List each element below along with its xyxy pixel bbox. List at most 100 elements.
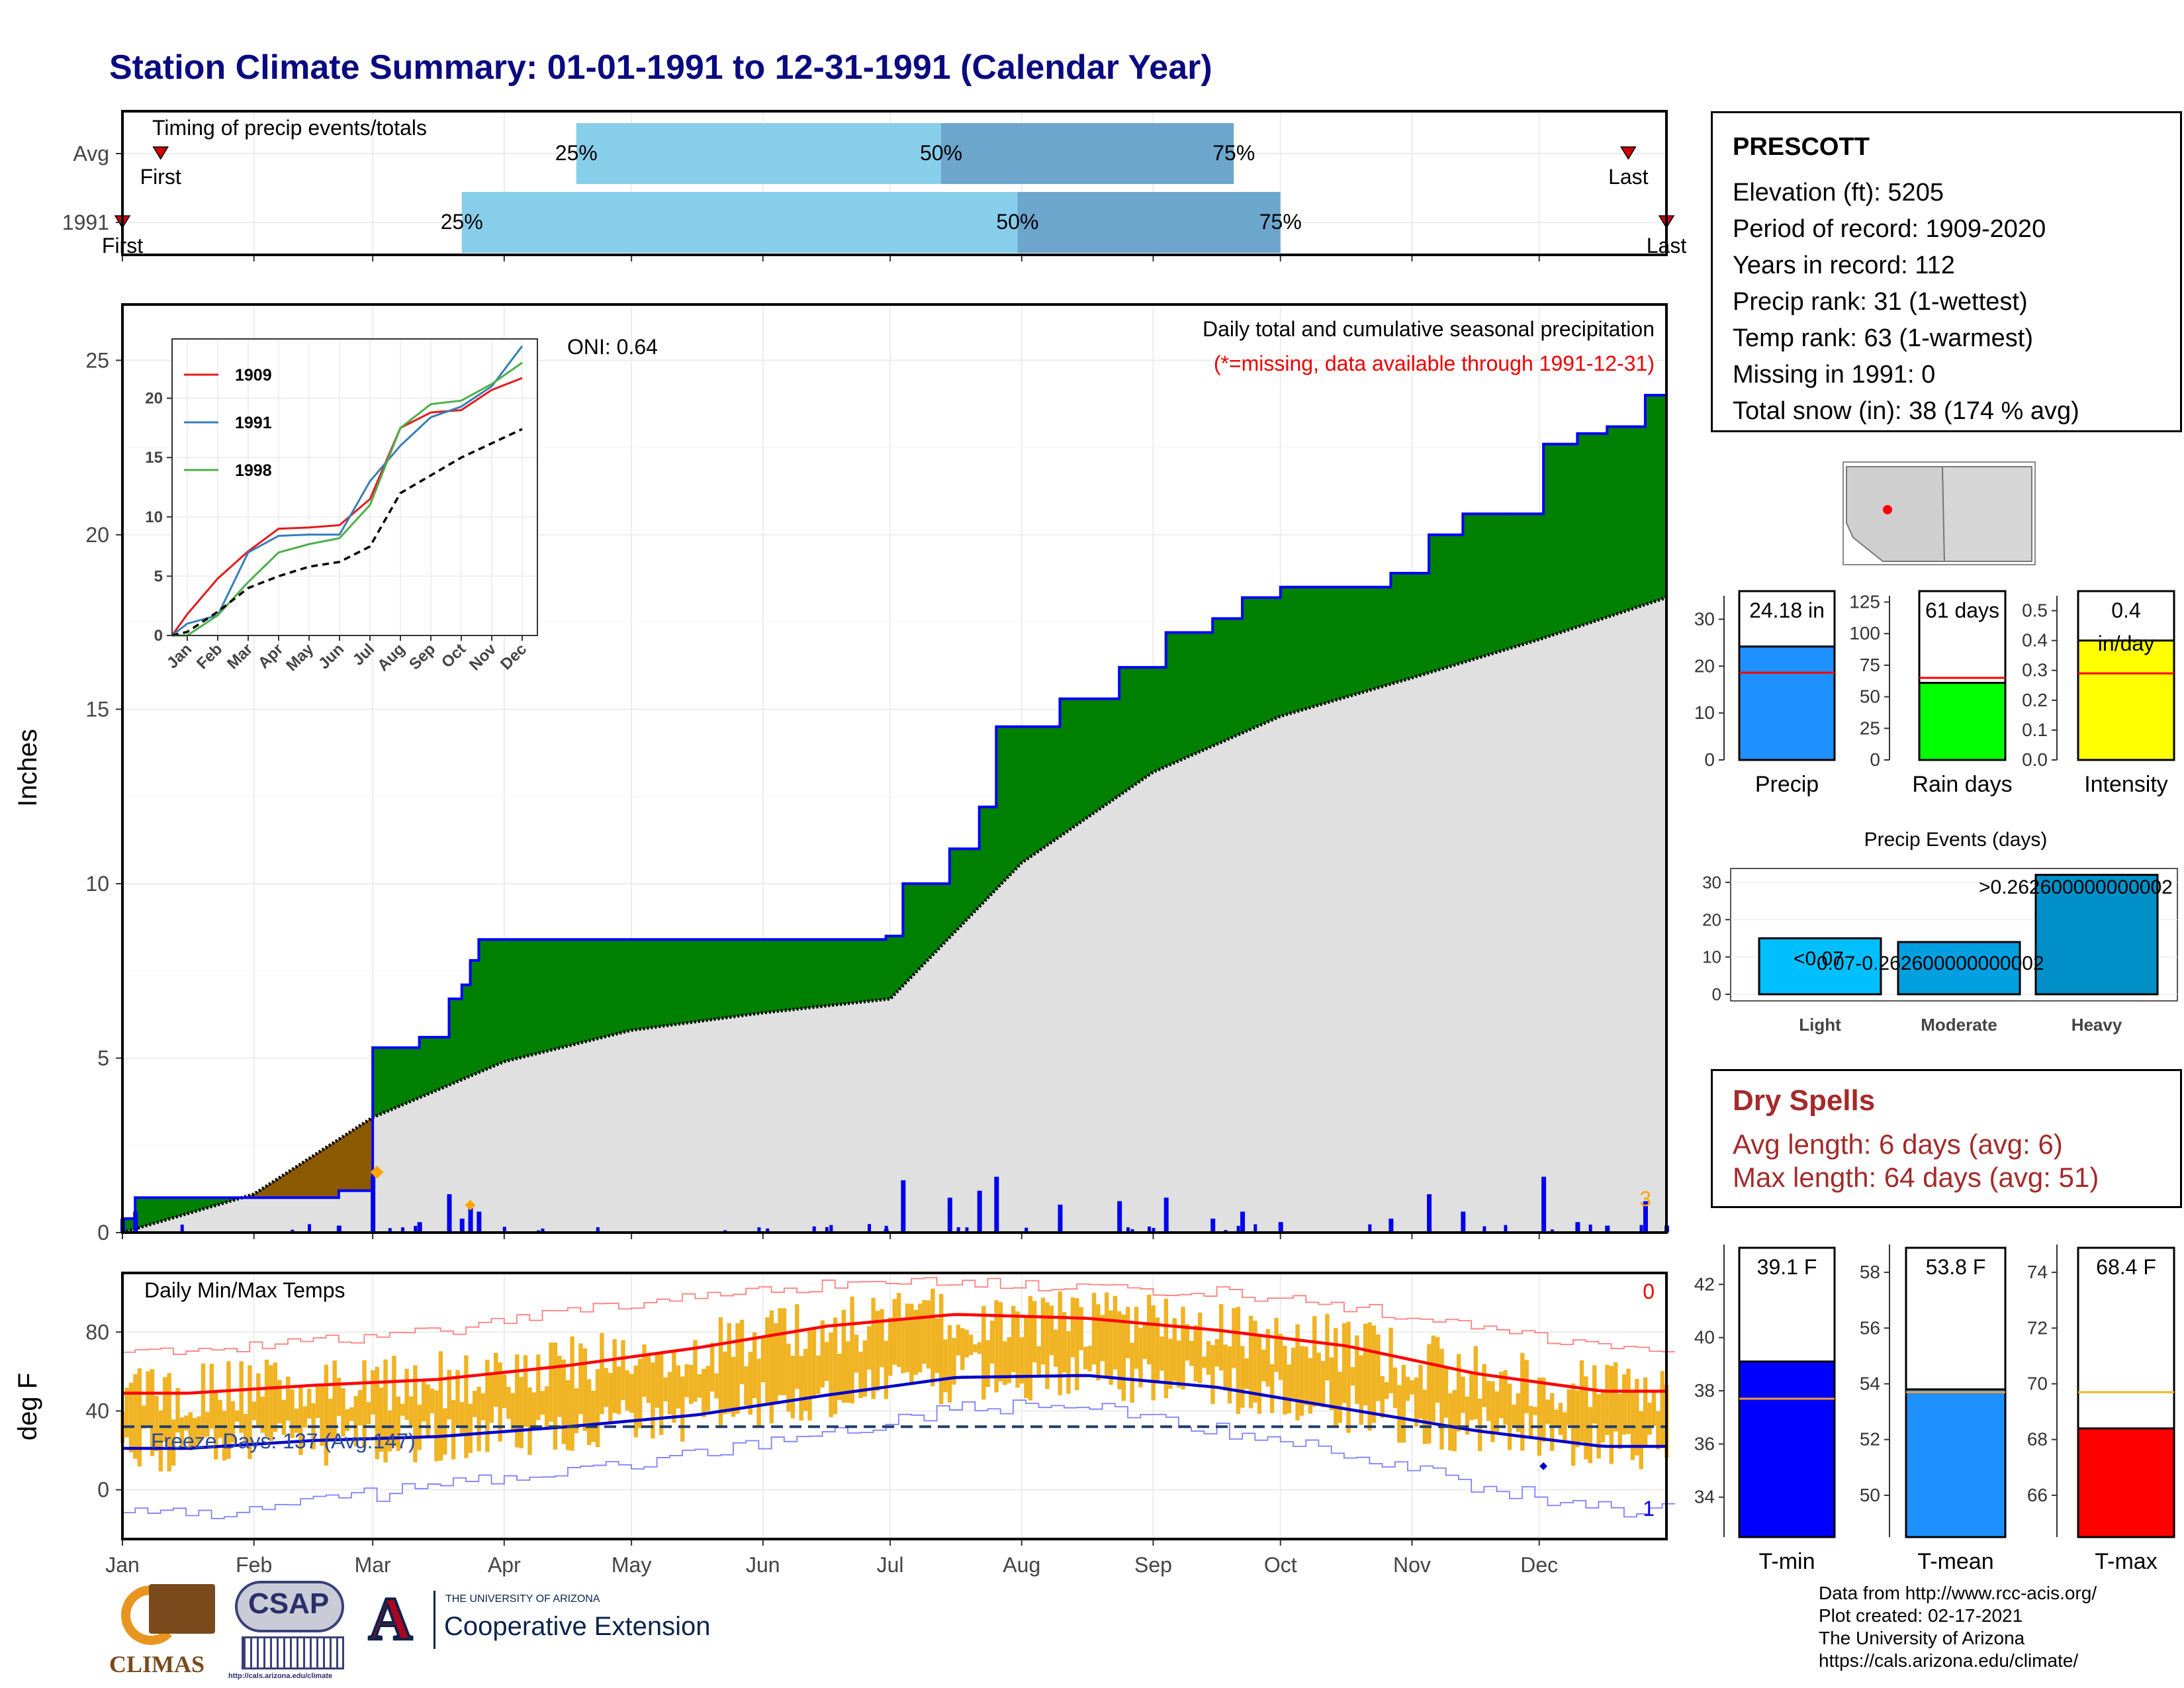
precip-surplus-segment — [970, 848, 976, 916]
precip-surplus-segment — [1132, 667, 1137, 787]
daily-temp-bar — [175, 1387, 180, 1433]
daily-temp-bar — [1579, 1360, 1584, 1442]
timing-label-50: 50% — [996, 210, 1038, 234]
rain-days-value: 61 days — [1925, 598, 1999, 622]
daily-temp-bar — [256, 1373, 261, 1426]
precip-surplus-segment — [720, 939, 725, 1019]
timing-row-label: 1991 — [62, 211, 109, 234]
daily-temp-bar — [536, 1354, 541, 1421]
precip-surplus-segment — [766, 939, 772, 1013]
daily-temp-bar — [1011, 1305, 1016, 1372]
daily-temp-bar — [871, 1297, 876, 1399]
temp-corner-top: 0 — [1643, 1280, 1655, 1303]
precip-surplus-segment — [1373, 586, 1379, 690]
daily-temp-bar — [621, 1340, 625, 1401]
precip-total-bar — [1738, 645, 1836, 761]
tmin-ytick-label: 40 — [1694, 1327, 1715, 1348]
month-label: Nov — [1393, 1553, 1431, 1577]
precip-surplus-segment — [1463, 513, 1468, 663]
precip-surplus-segment — [1055, 726, 1060, 840]
precip-surplus-segment — [1496, 513, 1502, 653]
daily-temp-bar — [1253, 1321, 1257, 1403]
daily-temp-bar — [1528, 1406, 1533, 1440]
csap-logo-text: CSAP — [248, 1587, 330, 1620]
daily-temp-bar — [735, 1323, 740, 1414]
precip-surplus-segment — [707, 939, 713, 1021]
tmax-ytick-label: 74 — [2027, 1262, 2048, 1282]
inset-border — [171, 338, 538, 636]
precip-surplus-segment — [631, 939, 636, 1031]
precip-surplus-segment — [1310, 586, 1315, 708]
daily-temp-bar — [1325, 1314, 1330, 1381]
temperature-panel: 0 40 80 Jan Feb Mar Apr May Jun Jul Aug Sep Oct Nov De… — [13, 1272, 1675, 1577]
precip-surplus-segment — [1246, 597, 1251, 731]
daily-temp-bar — [133, 1374, 138, 1459]
precip-deficit-segment — [330, 1141, 335, 1198]
daily-temp-bar — [1465, 1396, 1470, 1435]
precip-deficit-segment — [351, 1128, 356, 1192]
precip-events-ytick-label: 0 — [1712, 984, 1721, 1004]
daily-temp-bar — [1155, 1317, 1160, 1382]
daily-temp-bar — [1019, 1337, 1024, 1384]
daily-temp-bar — [205, 1412, 210, 1437]
precip-deficit-segment — [308, 1155, 314, 1198]
daily-temp-bar — [1435, 1336, 1440, 1403]
daily-temp-bar — [845, 1341, 850, 1403]
daily-temp-bar — [973, 1344, 978, 1352]
month-label: Sep — [1134, 1553, 1172, 1577]
tmax-panel: 66 68 70 72 74 68.4 F T-max — [2027, 1244, 2175, 1574]
daily-temp-bar — [1461, 1376, 1465, 1413]
timing-bar-25-50 — [576, 123, 942, 184]
daily-temp-bar — [756, 1358, 761, 1427]
station-missing: Missing in 1991: 0 — [1733, 361, 1936, 389]
precip-surplus-segment — [1089, 698, 1095, 817]
precip-surplus-segment — [784, 939, 789, 1011]
daily-temp-bar — [510, 1393, 516, 1432]
daily-temp-bar — [1533, 1407, 1537, 1415]
daily-temp-bar — [1172, 1318, 1177, 1382]
precip-surplus-segment — [1025, 726, 1030, 861]
daily-temp-bar — [616, 1366, 621, 1415]
daily-temp-bar — [1265, 1329, 1270, 1387]
tmean-panel: 50 52 54 56 58 53.8 F T-mean — [1860, 1244, 2007, 1574]
daily-temp-bar — [438, 1351, 443, 1461]
daily-temp-bar — [519, 1377, 523, 1448]
daily-precip-bar — [447, 1194, 452, 1233]
daily-temp-bar — [540, 1391, 545, 1415]
daily-precip-bar — [308, 1224, 312, 1233]
daily-temp-bar — [570, 1336, 574, 1451]
precip-surplus-segment — [817, 939, 823, 1008]
daily-temp-bar — [1269, 1364, 1275, 1413]
precip-surplus-segment — [809, 939, 815, 1008]
intensity-panel: 0.0 0.1 0.2 0.3 0.4 0.5 0.4 in/day Intensity — [2022, 590, 2175, 797]
precip-surplus-segment — [1030, 726, 1035, 858]
record-low-marker-icon — [1539, 1462, 1548, 1470]
daily-temp-bar — [1545, 1399, 1550, 1425]
daily-precip-bar — [1236, 1225, 1240, 1233]
precip-deficit-segment — [347, 1131, 352, 1192]
daily-temp-bar — [515, 1354, 520, 1448]
temp-border — [121, 1272, 1668, 1540]
precip-surplus-segment — [377, 1047, 382, 1116]
daily-temp-bar — [1040, 1297, 1046, 1365]
daily-temp-bar — [477, 1386, 481, 1452]
daily-temp-bar — [820, 1320, 825, 1388]
precip-surplus-segment — [1560, 444, 1565, 633]
daily-temp-bar — [1219, 1303, 1224, 1371]
daily-temp-bar — [803, 1348, 808, 1411]
precip-surplus-segment — [699, 939, 704, 1022]
daily-temp-bar — [888, 1317, 893, 1376]
daily-temp-bar — [858, 1352, 863, 1399]
daily-temp-bar — [1117, 1311, 1122, 1389]
precip-surplus-segment — [1623, 426, 1629, 612]
timing-last-label: Last — [1608, 165, 1649, 189]
daily-temp-bar — [1503, 1370, 1508, 1425]
precip-surplus-segment — [1017, 726, 1023, 868]
precip-surplus-segment — [750, 939, 755, 1015]
daily-temp-bar — [1512, 1404, 1516, 1426]
tmin-ytick-label: 42 — [1694, 1274, 1715, 1294]
daily-temp-bar — [663, 1377, 668, 1401]
daily-temp-bar — [150, 1369, 155, 1456]
precip-surplus-segment — [780, 939, 785, 1011]
